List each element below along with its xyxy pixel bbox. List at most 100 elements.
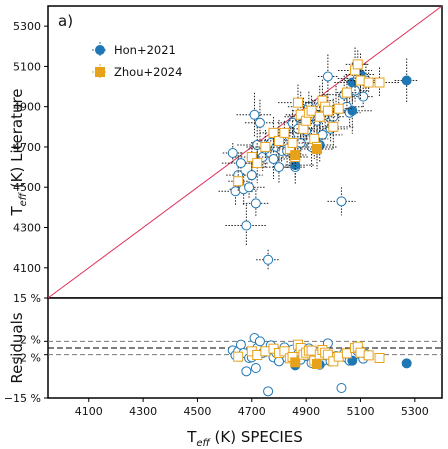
zhou-point bbox=[328, 121, 339, 132]
zhou-residual-point bbox=[233, 351, 244, 362]
y-tick-label: 4900 bbox=[13, 101, 41, 114]
zhou-point bbox=[268, 127, 279, 138]
hon-point bbox=[268, 154, 279, 165]
zhou-point bbox=[260, 141, 271, 152]
x-tick-label: 4500 bbox=[183, 405, 211, 418]
residual-plot-layer bbox=[48, 333, 442, 397]
residual-y-tick-label: 2 % bbox=[20, 333, 41, 346]
hon-point bbox=[322, 71, 333, 82]
zhou-residual-point bbox=[322, 349, 333, 360]
x-tick-label: 4900 bbox=[292, 405, 320, 418]
x-tick-label: 5300 bbox=[401, 405, 429, 418]
hon-point bbox=[254, 117, 265, 128]
y-tick-label: 4300 bbox=[13, 222, 41, 235]
zhou-residual-point bbox=[341, 348, 352, 359]
zhou-point bbox=[363, 77, 374, 88]
zhou-residual-point bbox=[333, 351, 344, 362]
zhou-point bbox=[322, 105, 333, 116]
y-axis-title-rest: (K) Literature bbox=[8, 88, 26, 193]
zhou-residual-point bbox=[260, 346, 271, 357]
hon-point bbox=[347, 105, 358, 116]
zhou-point bbox=[292, 97, 303, 108]
residual-y-axis-title: Residuals bbox=[8, 312, 26, 383]
hon-point bbox=[336, 196, 347, 207]
zhou-point bbox=[314, 111, 325, 122]
residual-y-tick-label: −15 % bbox=[4, 392, 41, 405]
zhou-residual-point bbox=[279, 346, 290, 357]
hon-point bbox=[273, 162, 284, 173]
zhou-point bbox=[246, 152, 257, 163]
zhou-residual-point bbox=[252, 350, 263, 360]
y-tick-label: 5300 bbox=[13, 20, 41, 33]
x-axis-title: Teff (K) SPECIES bbox=[186, 428, 303, 449]
x-axis-title-rest: (K) SPECIES bbox=[210, 428, 303, 446]
legend-entry-hon: Hon+2021 bbox=[92, 42, 176, 58]
zhou-point bbox=[312, 143, 323, 154]
panel-label: a) bbox=[58, 12, 73, 30]
x-tick-label: 4100 bbox=[75, 405, 103, 418]
hon-residual-point bbox=[336, 383, 347, 393]
zhou-point bbox=[333, 103, 344, 114]
hon-residual-point bbox=[254, 336, 265, 347]
hon-residual-point bbox=[347, 355, 358, 366]
hon-point bbox=[230, 186, 241, 197]
hon-point bbox=[227, 148, 238, 159]
legend-zhou-marker bbox=[95, 67, 105, 77]
hon-point bbox=[249, 109, 260, 120]
zhou-residual-point bbox=[290, 357, 301, 368]
y-axis-title: Teff (K) Literature bbox=[8, 88, 29, 216]
hon-residual-point bbox=[250, 363, 261, 373]
legend-zhou-label: Zhou+2024 bbox=[114, 65, 182, 79]
zhou-residual-point bbox=[355, 347, 366, 358]
x-tick-label: 4300 bbox=[129, 405, 157, 418]
hon-residual-point bbox=[401, 358, 412, 369]
y-axis-title-sub: eff bbox=[18, 191, 29, 206]
legend: Hon+2021 Zhou+2024 bbox=[92, 42, 182, 80]
zhou-residual-point bbox=[363, 350, 374, 361]
y-tick-label: 4700 bbox=[13, 141, 41, 154]
legend-hon-label: Hon+2021 bbox=[114, 43, 176, 57]
hon-point bbox=[244, 182, 255, 193]
hon-residual-point bbox=[235, 339, 246, 350]
zhou-point bbox=[341, 87, 352, 98]
zhou-residual-point bbox=[312, 359, 323, 369]
x-axis-title-sub: eff bbox=[196, 438, 211, 449]
y-axis-title-main: T bbox=[8, 206, 26, 217]
hon-point bbox=[252, 139, 263, 150]
zhou-point bbox=[355, 75, 366, 86]
legend-entry-zhou: Zhou+2024 bbox=[92, 64, 182, 80]
hon-point bbox=[246, 170, 257, 181]
y-tick-label: 5100 bbox=[13, 60, 41, 73]
x-axis-title-main: T bbox=[186, 428, 197, 446]
hon-point bbox=[358, 91, 369, 102]
hon-point bbox=[241, 220, 252, 231]
legend-hon-marker bbox=[95, 45, 105, 55]
zhou-residual-point bbox=[306, 345, 317, 356]
zhou-point bbox=[287, 137, 298, 148]
x-tick-label: 5100 bbox=[346, 405, 374, 418]
zhou-point bbox=[306, 105, 317, 116]
zhou-residual-point bbox=[374, 353, 385, 363]
x-tick-label: 4700 bbox=[238, 405, 266, 418]
hon-point bbox=[401, 75, 412, 86]
zhou-point bbox=[273, 135, 284, 146]
zhou-point bbox=[352, 59, 363, 70]
residual-y-tick-label: 15 % bbox=[13, 292, 41, 305]
hon-point bbox=[263, 254, 274, 265]
hon-residual-point bbox=[273, 356, 284, 367]
hon-residual-point bbox=[241, 366, 252, 377]
one-to-one-line bbox=[47, 5, 443, 299]
axes-layer: 4100 4300 4500 4700 4900 5100 5300 4100 4300 4500… bbox=[4, 20, 429, 418]
hon-residual-point bbox=[263, 386, 274, 397]
y-tick-label: 4500 bbox=[13, 181, 41, 194]
zhou-point bbox=[252, 158, 263, 169]
zhou-point bbox=[233, 176, 244, 187]
y-tick-label: 4100 bbox=[13, 262, 41, 275]
hon-point bbox=[235, 158, 246, 169]
zhou-point bbox=[290, 150, 301, 161]
hon-point bbox=[250, 198, 261, 209]
main-plot-layer bbox=[47, 5, 443, 299]
zhou-point bbox=[374, 77, 385, 88]
zhou-point bbox=[279, 127, 290, 138]
